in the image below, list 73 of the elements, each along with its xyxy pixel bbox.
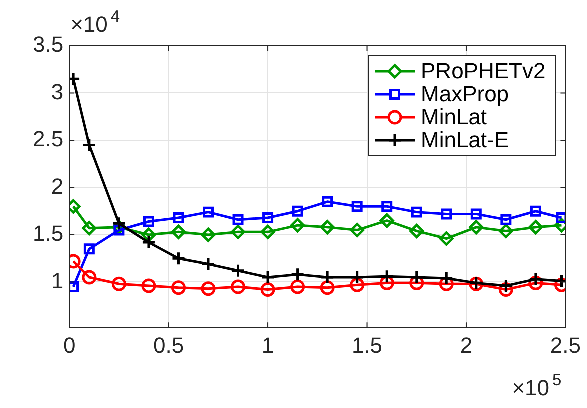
y-tick-label: 2	[51, 174, 64, 199]
point	[528, 220, 544, 235]
point	[382, 201, 393, 212]
point	[142, 228, 156, 242]
x-tick-label: 1.5	[352, 332, 383, 358]
point	[231, 280, 246, 294]
point	[439, 271, 454, 286]
point	[350, 278, 365, 292]
x-tick-label: 1	[262, 332, 274, 358]
point	[498, 224, 514, 238]
point	[82, 270, 97, 285]
point	[201, 257, 216, 272]
point	[350, 270, 365, 285]
point	[290, 267, 306, 282]
point	[469, 220, 484, 235]
x-tick-label: 2.5	[550, 332, 582, 358]
point	[290, 280, 306, 294]
y-tick-label: 2.5	[32, 126, 64, 152]
legend-label: PRoPHETv2	[421, 58, 546, 84]
y-tick-label: 1	[51, 268, 64, 294]
y-tick-label: 3.5	[32, 32, 64, 58]
point	[231, 264, 246, 278]
point	[231, 224, 246, 240]
point	[441, 208, 452, 220]
x-tick-label: 0.5	[154, 332, 184, 358]
point	[262, 212, 274, 224]
legend-label: MinLat-E	[421, 128, 510, 153]
point	[411, 206, 422, 218]
point	[142, 235, 156, 250]
point	[500, 214, 512, 226]
point	[322, 196, 334, 208]
point	[410, 270, 424, 285]
point	[171, 251, 186, 266]
point	[320, 220, 335, 235]
point	[292, 206, 304, 217]
point	[498, 278, 514, 294]
point	[439, 232, 454, 246]
point	[143, 216, 154, 228]
point	[260, 224, 276, 240]
y-tick-label: 3	[51, 79, 64, 104]
x-tick-label: 0	[63, 332, 76, 358]
x-tick-label: 2	[460, 332, 473, 358]
legend-label: MinLat	[421, 104, 488, 130]
point	[556, 212, 566, 224]
point	[171, 224, 186, 240]
legend-label: MaxProp	[421, 82, 510, 107]
point	[142, 278, 156, 294]
point	[260, 282, 276, 298]
point	[201, 228, 216, 242]
point	[320, 280, 335, 296]
point	[203, 206, 214, 218]
point	[84, 244, 95, 255]
point	[112, 276, 126, 292]
point	[320, 270, 335, 285]
point	[530, 206, 542, 217]
point	[350, 223, 365, 238]
point	[470, 208, 482, 220]
point	[380, 214, 394, 228]
point	[290, 218, 306, 233]
point	[232, 214, 244, 226]
point	[410, 224, 424, 238]
point	[173, 212, 184, 224]
point	[260, 270, 276, 285]
point	[82, 221, 97, 236]
point	[380, 269, 394, 284]
point	[171, 280, 186, 296]
point	[82, 138, 97, 152]
point	[528, 272, 544, 287]
point	[352, 201, 363, 212]
point	[201, 282, 216, 296]
point	[112, 216, 126, 231]
y-tick-label: 1.5	[32, 221, 64, 246]
point	[70, 281, 80, 292]
